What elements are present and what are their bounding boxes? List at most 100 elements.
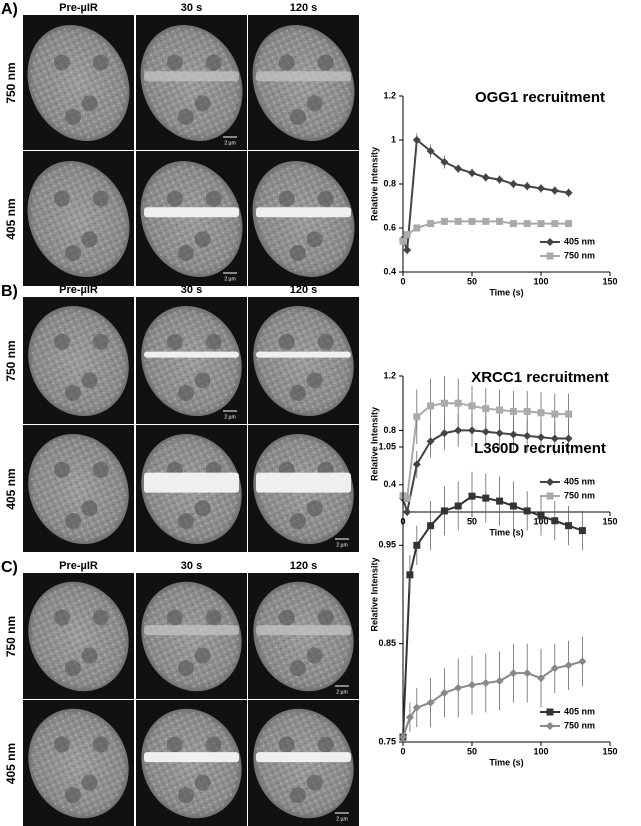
dark-region <box>289 787 306 804</box>
dark-region <box>166 190 183 207</box>
series-line <box>402 138 569 251</box>
data-point <box>426 698 435 707</box>
dark-region <box>278 190 295 207</box>
dark-region <box>166 333 183 350</box>
data-point <box>509 502 517 510</box>
x-tick-label: 0 <box>400 276 405 286</box>
damage-stripe <box>144 752 239 763</box>
data-point <box>550 434 559 443</box>
data-point <box>495 429 504 438</box>
dark-region <box>81 647 98 664</box>
data-point <box>482 405 490 413</box>
dark-region <box>194 372 211 389</box>
legend-label: 405 nm <box>564 476 595 486</box>
damage-stripe <box>256 207 351 218</box>
column-header: 120 s <box>290 2 318 14</box>
dark-region <box>166 54 183 71</box>
y-tick-label: 0.75 <box>378 736 396 746</box>
data-point <box>537 409 545 417</box>
dark-region <box>92 609 109 626</box>
data-point <box>496 406 504 414</box>
dark-region <box>81 372 98 389</box>
dark-region <box>317 333 334 350</box>
row-label: 405 nm <box>4 743 18 784</box>
dark-region <box>194 647 211 664</box>
data-point <box>509 430 518 439</box>
data-point <box>454 426 463 435</box>
data-point <box>454 217 462 225</box>
data-point <box>495 175 504 184</box>
column-header: 30 s <box>181 284 202 296</box>
data-point <box>405 713 414 722</box>
scale-bar-label: 2 µm <box>336 689 347 695</box>
dark-region <box>317 190 334 207</box>
data-point <box>412 460 421 469</box>
dark-region <box>306 95 323 112</box>
data-point <box>481 173 490 182</box>
y-tick-label: 1.2 <box>383 370 396 380</box>
dark-region <box>177 245 194 261</box>
dark-region <box>53 461 70 478</box>
dark-region <box>278 609 295 626</box>
data-point <box>440 399 448 407</box>
data-point <box>523 407 531 415</box>
legend-marker <box>546 478 554 486</box>
column-header: Pre-µIR <box>59 560 98 572</box>
data-point <box>578 657 587 666</box>
x-axis-label: Time (s) <box>489 287 523 297</box>
data-point <box>550 186 559 195</box>
panel-label: A) <box>1 1 18 18</box>
dark-region <box>205 190 222 207</box>
dark-region <box>317 609 334 626</box>
column-header: 120 s <box>290 284 318 296</box>
y-axis-label: Relative Intensity <box>369 407 379 481</box>
dark-region <box>306 647 323 664</box>
data-point <box>564 434 573 443</box>
data-point <box>509 407 517 415</box>
data-point <box>551 410 559 418</box>
data-point <box>537 674 545 683</box>
data-point <box>468 169 476 177</box>
dark-region <box>53 54 70 71</box>
chart-title: L360D recruitment <box>474 440 606 457</box>
x-axis-label: Time (s) <box>489 527 523 537</box>
data-point <box>440 507 448 515</box>
legend-marker <box>546 722 554 730</box>
column-header: 30 s <box>181 2 202 14</box>
data-point <box>403 231 411 239</box>
damage-stripe <box>256 71 351 82</box>
dark-region <box>64 513 81 529</box>
dark-region <box>166 609 183 626</box>
x-tick-label: 150 <box>602 516 617 526</box>
data-point <box>496 497 504 505</box>
dark-region <box>177 385 194 401</box>
damage-stripe <box>144 625 239 636</box>
dark-region <box>64 660 81 677</box>
dark-region <box>81 231 98 248</box>
data-point <box>403 508 412 516</box>
column-header: 30 s <box>181 560 202 572</box>
y-axis-label: Relative Intensity <box>369 147 379 221</box>
data-point <box>440 688 449 697</box>
damage-stripe <box>256 752 351 763</box>
data-point <box>413 413 421 421</box>
data-point <box>523 431 532 440</box>
dark-region <box>289 660 306 677</box>
dark-region <box>166 736 183 753</box>
data-point <box>551 517 559 525</box>
dark-region <box>306 774 323 791</box>
column-header: 120 s <box>290 560 318 572</box>
dark-region <box>64 245 81 261</box>
dark-region <box>194 774 211 791</box>
data-point <box>427 522 435 530</box>
dark-region <box>306 231 323 248</box>
damage-stripe <box>144 472 239 493</box>
dark-region <box>289 109 306 125</box>
data-point <box>440 429 449 438</box>
data-point <box>399 733 407 742</box>
data-point <box>406 571 414 579</box>
dark-region <box>177 109 194 125</box>
row-label: 405 nm <box>4 198 18 239</box>
dark-region <box>278 736 295 753</box>
dark-region <box>289 245 306 261</box>
